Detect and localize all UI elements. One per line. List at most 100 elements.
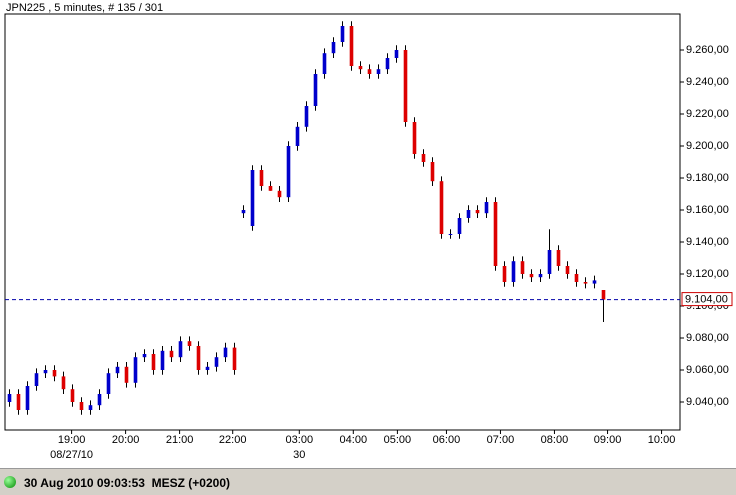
candle-body — [241, 210, 246, 214]
candle-body — [61, 376, 66, 390]
x-tick-label: 08:00 — [541, 434, 569, 446]
candle-body — [538, 274, 543, 278]
candle-body — [349, 26, 354, 66]
chart-title: JPN225 , 5 minutes, # 135 / 301 — [6, 2, 163, 14]
candle-body — [520, 261, 525, 274]
x-tick-label: 05:00 — [384, 434, 412, 446]
y-tick-label: 9.200,00 — [686, 140, 729, 152]
x-tick-label: 22:00 — [219, 434, 247, 446]
candle-body — [223, 347, 228, 358]
candle-body — [331, 42, 336, 54]
y-tick-label: 9.080,00 — [686, 332, 729, 344]
candle-body — [214, 357, 219, 367]
candle-body — [16, 394, 21, 410]
y-tick-label: 9.060,00 — [686, 364, 729, 376]
candle-body — [79, 402, 84, 410]
candle-body — [556, 250, 561, 266]
candle-body — [412, 122, 417, 154]
y-tick-label: 9.120,00 — [686, 268, 729, 280]
candle-body — [106, 373, 111, 394]
candle-body — [133, 357, 138, 383]
candle-body — [151, 354, 156, 370]
status-bar: 30 Aug 2010 09:03:53 MESZ (+0200) — [0, 468, 736, 495]
x-tick-label: 06:00 — [433, 434, 461, 446]
y-tick-label: 9.180,00 — [686, 172, 729, 184]
y-tick-label: 9.140,00 — [686, 236, 729, 248]
candle-body — [124, 366, 129, 383]
candle-body — [304, 106, 309, 127]
candle-body — [358, 66, 363, 70]
candle-body — [43, 370, 48, 374]
candle-body — [475, 210, 480, 214]
y-tick-label: 9.240,00 — [686, 76, 729, 88]
y-tick-label: 9.160,00 — [686, 204, 729, 216]
candle-body — [205, 366, 210, 370]
candle-body — [187, 341, 192, 346]
candle-body — [430, 162, 435, 182]
candle-body — [178, 341, 183, 358]
candle-body — [7, 394, 12, 402]
x-date-label: 08/27/10 — [50, 449, 93, 461]
candle-body — [70, 389, 75, 402]
status-text: 30 Aug 2010 09:03:53 MESZ (+0200) — [24, 476, 230, 490]
candle-body — [295, 126, 300, 146]
candle-body — [142, 354, 147, 358]
candle-body — [583, 282, 588, 284]
x-tick-label: 20:00 — [112, 434, 140, 446]
x-tick-label: 21:00 — [166, 434, 194, 446]
y-tick-label: 9.220,00 — [686, 108, 729, 120]
current-price-label: 9.104,00 — [685, 294, 728, 306]
candle-body — [511, 261, 516, 282]
candle-body — [25, 386, 30, 410]
candle-body — [313, 74, 318, 106]
candle-body — [340, 26, 345, 42]
current-price-box — [681, 292, 733, 307]
candle-body — [367, 69, 372, 74]
candle-body — [484, 202, 489, 214]
candle-body — [403, 50, 408, 122]
y-tick-label: 9.040,00 — [686, 396, 729, 408]
candle-body — [34, 373, 39, 386]
candle-body — [394, 50, 399, 58]
candle-body — [592, 280, 597, 284]
candle-body — [268, 186, 273, 191]
candle-body — [250, 170, 255, 226]
status-icon — [4, 476, 16, 488]
candle-body — [493, 202, 498, 266]
candle-body — [457, 218, 462, 234]
candle-body — [286, 146, 291, 198]
candle-body — [502, 266, 507, 282]
x-tick-label: 03:00 — [286, 434, 314, 446]
candle-body — [88, 405, 93, 410]
candle-body — [439, 181, 444, 234]
candle-body — [547, 250, 552, 274]
candle-body — [448, 234, 453, 235]
candle-body — [232, 347, 237, 370]
candle-body — [259, 170, 264, 186]
candle-body — [322, 53, 327, 74]
candle-body — [277, 190, 282, 198]
chart: JPN225 , 5 minutes, # 135 / 301 9.040,00… — [0, 0, 736, 468]
x-tick-label: 04:00 — [340, 434, 368, 446]
x-tick-label: 07:00 — [487, 434, 515, 446]
candle-body — [115, 366, 120, 374]
plot-frame — [4, 13, 681, 431]
x-tick-label: 19:00 — [58, 434, 86, 446]
candle-body — [97, 394, 102, 406]
candle-body — [601, 290, 606, 300]
candle-body — [52, 370, 57, 377]
candle-body — [466, 210, 471, 218]
candle-body — [385, 58, 390, 70]
x-tick-label: 09:00 — [594, 434, 622, 446]
y-tick-label: 9.260,00 — [686, 44, 729, 56]
candle-body — [529, 274, 534, 278]
candle-body — [565, 266, 570, 274]
background — [0, 0, 736, 468]
candle-body — [574, 274, 579, 282]
x-date-label: 30 — [293, 449, 305, 461]
candle-body — [196, 346, 201, 370]
x-tick-label: 10:00 — [648, 434, 676, 446]
candle-body — [376, 69, 381, 74]
candle-body — [169, 350, 174, 358]
